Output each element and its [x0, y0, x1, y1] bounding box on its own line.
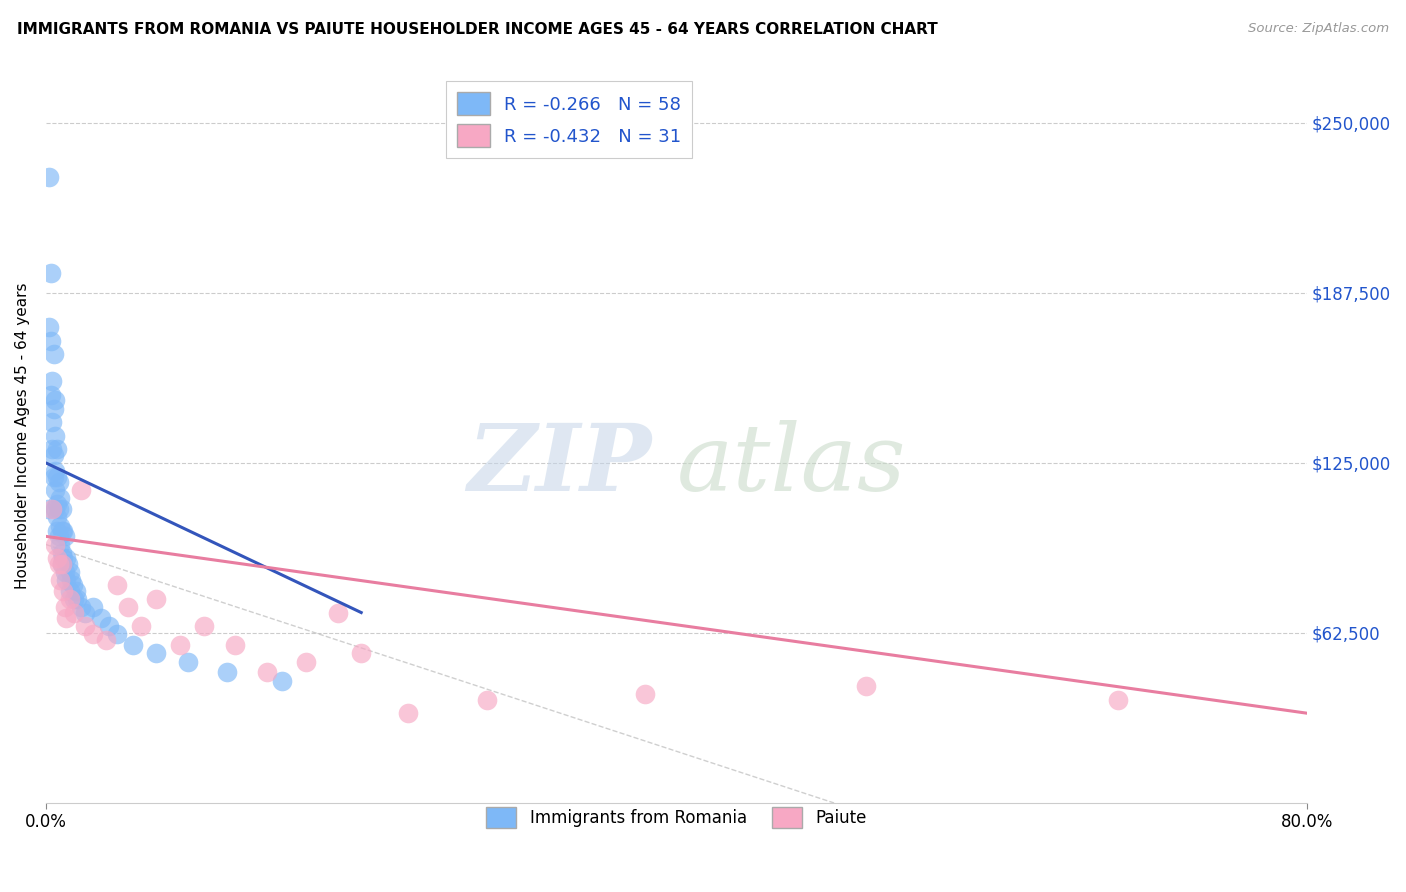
Point	[62, 578, 84, 592]
Point	[121, 638, 143, 652]
Point	[69, 600, 91, 615]
Point	[1107, 692, 1129, 706]
Point	[49, 537, 72, 551]
Text: atlas: atlas	[676, 420, 905, 510]
Point	[398, 706, 420, 721]
Point	[39, 266, 62, 280]
Point	[82, 600, 104, 615]
Point	[75, 606, 97, 620]
Point	[59, 583, 82, 598]
Point	[42, 401, 65, 416]
Point	[51, 502, 73, 516]
Point	[44, 464, 66, 478]
Point	[52, 583, 75, 598]
Point	[477, 692, 499, 706]
Point	[55, 573, 77, 587]
Point	[53, 565, 76, 579]
Point	[52, 551, 75, 566]
Point	[39, 334, 62, 348]
Point	[177, 655, 200, 669]
Point	[46, 442, 69, 457]
Point	[53, 529, 76, 543]
Point	[49, 491, 72, 506]
Point	[295, 655, 318, 669]
Point	[51, 557, 73, 571]
Point	[52, 524, 75, 538]
Y-axis label: Householder Income Ages 45 - 64 years: Householder Income Ages 45 - 64 years	[15, 283, 30, 589]
Point	[48, 502, 70, 516]
Point	[48, 557, 70, 571]
Point	[256, 665, 278, 680]
Point	[44, 537, 66, 551]
Point	[46, 524, 69, 538]
Point	[350, 646, 373, 660]
Text: ZIP: ZIP	[467, 420, 651, 510]
Point	[98, 619, 121, 633]
Point	[63, 591, 86, 606]
Point	[82, 627, 104, 641]
Point	[117, 600, 139, 615]
Point	[42, 347, 65, 361]
Point	[105, 627, 128, 641]
Point	[326, 606, 349, 620]
Point	[69, 483, 91, 497]
Point	[42, 469, 65, 483]
Point	[55, 551, 77, 566]
Point	[37, 502, 59, 516]
Point	[38, 170, 60, 185]
Point	[63, 606, 86, 620]
Point	[49, 573, 72, 587]
Point	[38, 320, 60, 334]
Point	[55, 611, 77, 625]
Point	[145, 646, 167, 660]
Point	[75, 619, 97, 633]
Point	[46, 469, 69, 483]
Point	[105, 578, 128, 592]
Point	[56, 557, 79, 571]
Point	[41, 375, 63, 389]
Text: Source: ZipAtlas.com: Source: ZipAtlas.com	[1249, 22, 1389, 36]
Text: IMMIGRANTS FROM ROMANIA VS PAIUTE HOUSEHOLDER INCOME AGES 45 - 64 YEARS CORRELAT: IMMIGRANTS FROM ROMANIA VS PAIUTE HOUSEH…	[17, 22, 938, 37]
Point	[41, 502, 63, 516]
Point	[44, 483, 66, 497]
Point	[59, 591, 82, 606]
Point	[41, 415, 63, 429]
Point	[48, 529, 70, 543]
Point	[48, 475, 70, 489]
Point	[66, 591, 89, 606]
Point	[39, 388, 62, 402]
Point	[51, 524, 73, 538]
Legend: Immigrants from Romania, Paiute: Immigrants from Romania, Paiute	[479, 800, 873, 835]
Point	[51, 557, 73, 571]
Point	[855, 679, 877, 693]
Point	[94, 632, 117, 647]
Point	[46, 497, 69, 511]
Point	[46, 551, 69, 566]
Point	[53, 600, 76, 615]
Point	[60, 573, 83, 587]
Point	[217, 665, 239, 680]
Point	[51, 546, 73, 560]
Point	[41, 442, 63, 457]
Point	[42, 448, 65, 462]
Point	[90, 611, 112, 625]
Point	[129, 619, 152, 633]
Point	[59, 565, 82, 579]
Point	[44, 502, 66, 516]
Point	[46, 510, 69, 524]
Point	[224, 638, 246, 652]
Point	[271, 673, 294, 688]
Point	[634, 687, 657, 701]
Point	[193, 619, 215, 633]
Point	[169, 638, 191, 652]
Point	[145, 591, 167, 606]
Point	[49, 518, 72, 533]
Point	[44, 428, 66, 442]
Point	[65, 583, 87, 598]
Point	[44, 393, 66, 408]
